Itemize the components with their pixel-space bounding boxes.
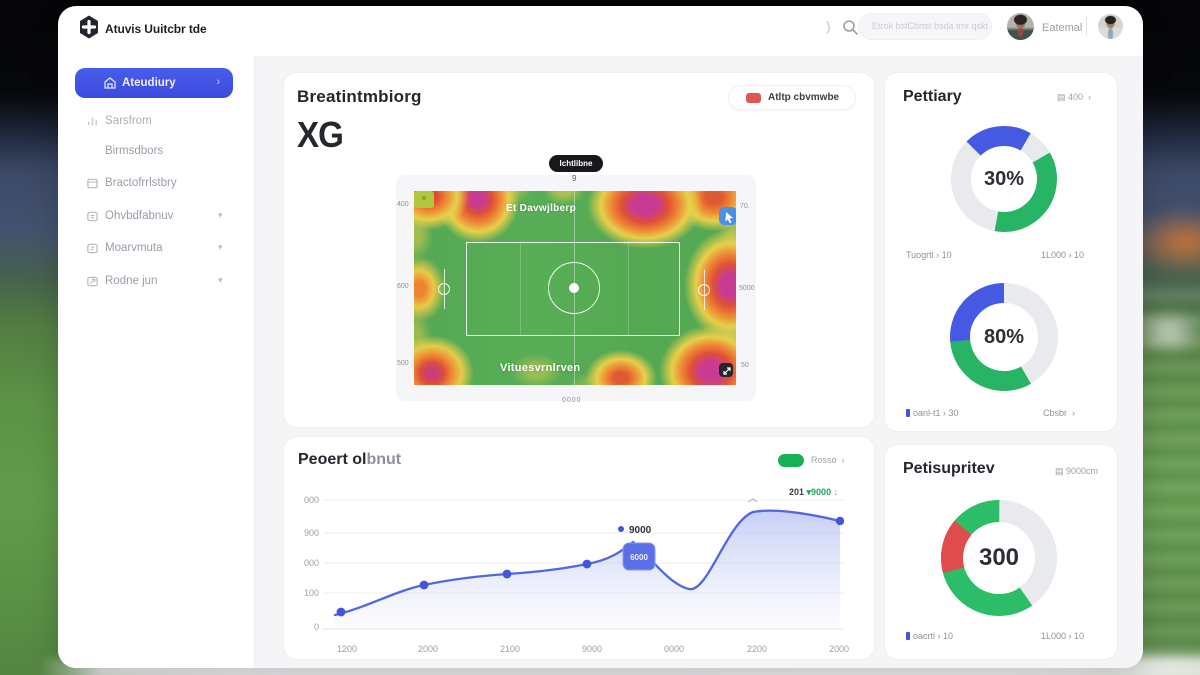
svg-text:9000: 9000 — [629, 525, 652, 536]
svg-text:6000: 6000 — [630, 553, 648, 562]
